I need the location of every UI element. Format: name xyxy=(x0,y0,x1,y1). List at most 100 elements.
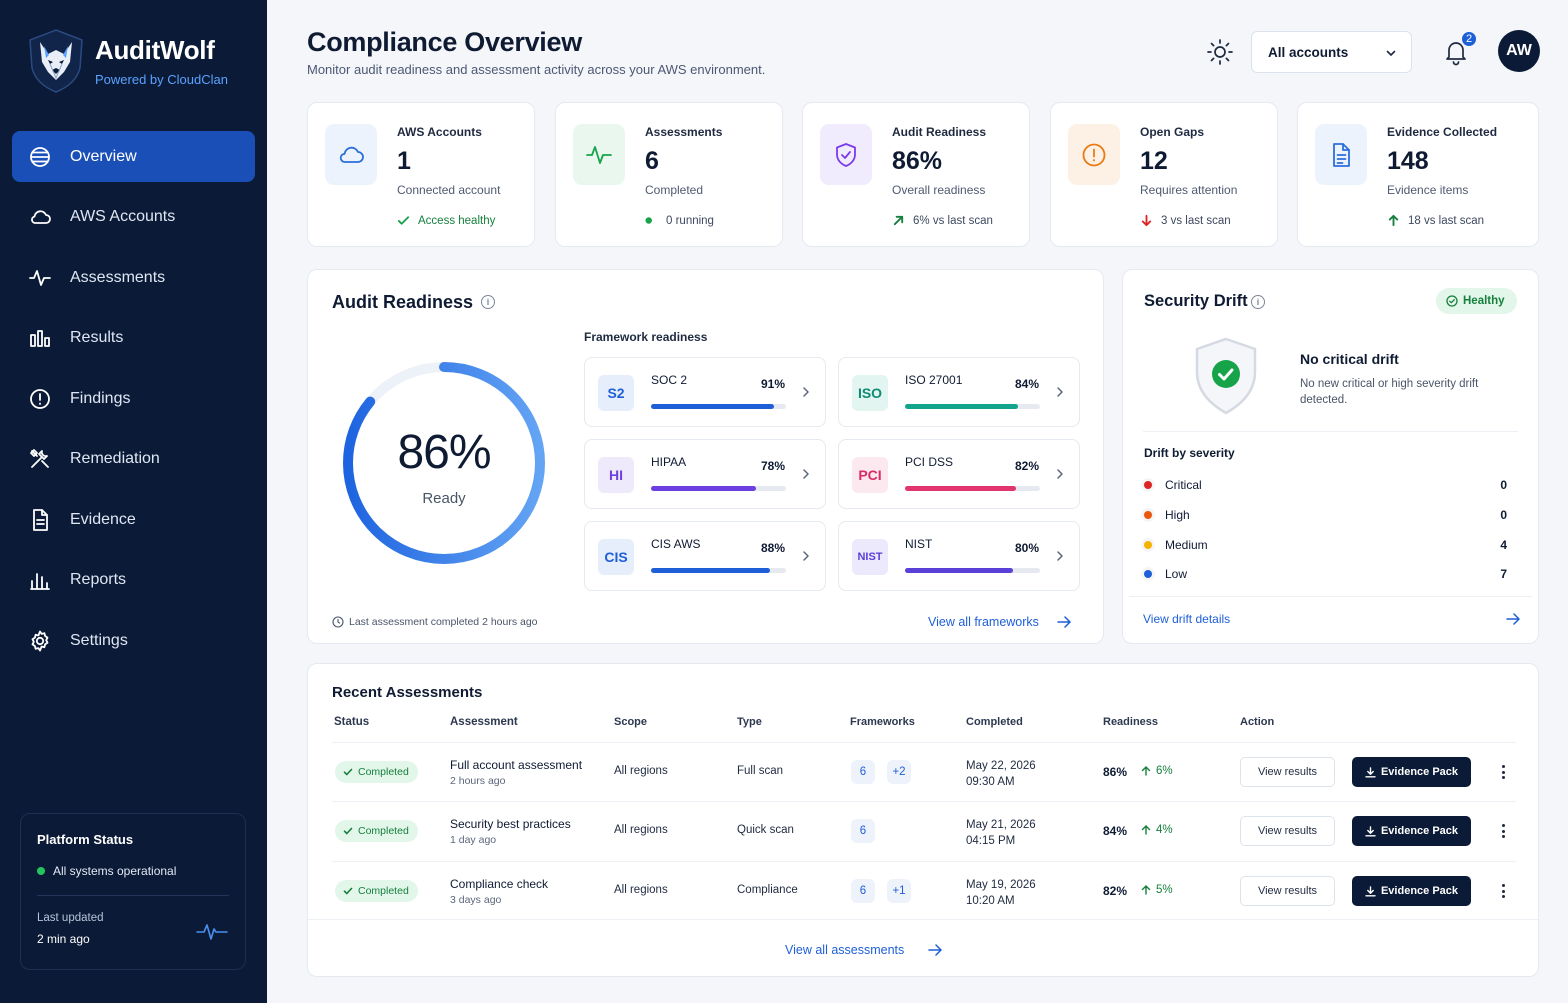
info-icon[interactable]: i xyxy=(481,295,495,309)
arrow-right-icon xyxy=(1057,616,1071,628)
divider xyxy=(1143,431,1518,432)
stat-card-evidence-collected[interactable]: Evidence Collected 148 Evidence items 18… xyxy=(1297,102,1539,247)
page-subtitle: Monitor audit readiness and assessment a… xyxy=(307,62,766,77)
framework-card[interactable]: PCI PCI DSS 82% xyxy=(838,439,1080,509)
stat-description: Completed xyxy=(645,183,704,197)
stat-card-open-gaps[interactable]: Open Gaps 12 Requires attention 3 vs las… xyxy=(1050,102,1278,247)
theme-toggle-sun-icon[interactable] xyxy=(1206,38,1234,66)
type-cell: Compliance xyxy=(737,884,798,896)
stat-footer: Access healthy xyxy=(397,214,495,227)
evidence-pack-button[interactable]: Evidence Pack xyxy=(1352,876,1471,906)
evidence-pack-button[interactable]: Evidence Pack xyxy=(1352,757,1471,787)
security-drift-panel: Security Drift i Healthy No critical dri… xyxy=(1122,269,1539,644)
arrow-up-icon xyxy=(1141,885,1151,895)
alert-circle-icon xyxy=(27,386,53,412)
framework-count-chip[interactable]: 6 xyxy=(851,760,875,784)
sidebar-item-settings[interactable]: Settings xyxy=(12,615,255,666)
sidebar-item-results[interactable]: Results xyxy=(12,313,255,364)
sidebar-item-findings[interactable]: Findings xyxy=(12,373,255,424)
severity-row-critical: Critical 0 xyxy=(1144,475,1507,495)
framework-card[interactable]: S2 SOC 2 91% xyxy=(584,357,826,427)
info-icon[interactable]: i xyxy=(1251,295,1265,309)
document-icon xyxy=(27,507,53,533)
status-badge: Completed xyxy=(335,761,418,783)
severity-dot-icon xyxy=(1144,511,1152,519)
last-assessment-note: Last assessment completed 2 hours ago xyxy=(332,616,538,628)
account-select[interactable]: All accounts xyxy=(1251,31,1412,73)
completed-date: May 22, 2026 xyxy=(966,760,1036,772)
stat-card-aws-accounts[interactable]: AWS Accounts 1 Connected account Access … xyxy=(307,102,535,247)
framework-name: CIS AWS xyxy=(651,537,701,551)
view-all-assessments-link[interactable]: View all assessments xyxy=(785,943,943,957)
avatar[interactable]: AW xyxy=(1498,30,1540,72)
stat-footer-text: 0 running xyxy=(666,214,714,227)
sidebar-item-remediation[interactable]: Remediation xyxy=(12,434,255,485)
sidebar-item-aws-accounts[interactable]: AWS Accounts xyxy=(12,192,255,243)
stat-description: Overall readiness xyxy=(892,183,986,197)
completed-date: May 19, 2026 xyxy=(966,879,1036,891)
brand-tagline: Powered by CloudClan xyxy=(95,72,228,87)
completed-time: 09:30 AM xyxy=(966,776,1015,788)
view-drift-details-link[interactable]: View drift details xyxy=(1143,612,1520,626)
sidebar-item-evidence[interactable]: Evidence xyxy=(12,494,255,545)
column-header-assessment: Assessment xyxy=(450,716,518,728)
framework-percent: 82% xyxy=(1014,459,1039,473)
arrow-down-icon xyxy=(1141,214,1152,227)
view-all-frameworks-link[interactable]: View all frameworks xyxy=(928,615,1071,629)
framework-card[interactable]: ISO ISO 27001 84% xyxy=(838,357,1080,427)
drift-by-severity-heading: Drift by severity xyxy=(1144,446,1235,460)
chevron-right-icon xyxy=(1057,469,1063,479)
download-icon xyxy=(1365,885,1376,896)
stat-card-assessments[interactable]: Assessments 6 Completed 0 running xyxy=(555,102,783,247)
shield-check-icon xyxy=(836,142,856,167)
framework-extra-chip[interactable]: +2 xyxy=(887,760,911,784)
sidebar-item-label: Results xyxy=(70,329,124,346)
severity-row-low: Low 7 xyxy=(1144,564,1507,584)
cloud-icon xyxy=(339,146,364,163)
platform-status-state: All systems operational xyxy=(53,864,177,878)
readiness-delta-value: 6% xyxy=(1156,765,1173,777)
stat-icon-bg xyxy=(1315,124,1367,185)
assessment-name-cell[interactable]: Security best practices 1 day ago xyxy=(450,817,571,846)
evidence-pack-button[interactable]: Evidence Pack xyxy=(1352,816,1471,846)
stat-footer: 3 vs last scan xyxy=(1140,214,1231,227)
more-options-kebab-icon[interactable] xyxy=(1495,881,1511,901)
sidebar-item-reports[interactable]: Reports xyxy=(12,555,255,606)
check-icon xyxy=(343,887,353,895)
status-badge-label: Completed xyxy=(358,825,409,837)
framework-card[interactable]: CIS CIS AWS 88% xyxy=(584,521,826,591)
chevron-right-icon xyxy=(803,469,809,479)
completed-cell: May 19, 2026 10:20 AM xyxy=(966,877,1036,909)
framework-count-chip[interactable]: 6 xyxy=(851,819,875,843)
readiness-percent: 84% xyxy=(1103,824,1128,838)
more-options-kebab-icon[interactable] xyxy=(1495,762,1511,782)
framework-count-chip[interactable]: 6 xyxy=(851,879,875,903)
brand[interactable]: AuditWolf Powered by CloudClan xyxy=(26,28,228,94)
divider xyxy=(37,895,229,896)
framework-card[interactable]: HI HIPAA 78% xyxy=(584,439,826,509)
notifications-bell-icon[interactable] xyxy=(1442,38,1470,66)
view-results-button[interactable]: View results xyxy=(1240,757,1335,787)
sidebar-item-assessments[interactable]: Assessments xyxy=(12,252,255,303)
divider xyxy=(1129,596,1532,597)
assessment-name-cell[interactable]: Compliance check 3 days ago xyxy=(450,877,548,906)
framework-badge: HI xyxy=(598,457,634,493)
column-header-status: Status xyxy=(334,716,370,728)
assessment-name-cell[interactable]: Full account assessment 2 hours ago xyxy=(450,758,582,787)
document-icon xyxy=(1333,142,1350,167)
sidebar-item-overview[interactable]: Overview xyxy=(12,131,255,182)
no-critical-drift-title: No critical drift xyxy=(1300,351,1399,367)
stat-label: Evidence Collected xyxy=(1387,125,1498,139)
sidebar-item-label: Overview xyxy=(70,147,137,165)
framework-extra-chip[interactable]: +1 xyxy=(887,879,911,903)
more-options-kebab-icon[interactable] xyxy=(1495,821,1511,841)
scope-cell: All regions xyxy=(614,884,668,896)
view-results-button[interactable]: View results xyxy=(1240,876,1335,906)
framework-card[interactable]: NIST NIST 80% xyxy=(838,521,1080,591)
view-results-button[interactable]: View results xyxy=(1240,816,1335,846)
readiness-delta: 6% xyxy=(1141,765,1173,777)
scope-cell: All regions xyxy=(614,824,668,836)
stat-footer: 18 vs last scan xyxy=(1387,214,1484,227)
check-icon xyxy=(343,827,353,835)
stat-card-audit-readiness[interactable]: Audit Readiness 86% Overall readiness 6%… xyxy=(802,102,1030,247)
